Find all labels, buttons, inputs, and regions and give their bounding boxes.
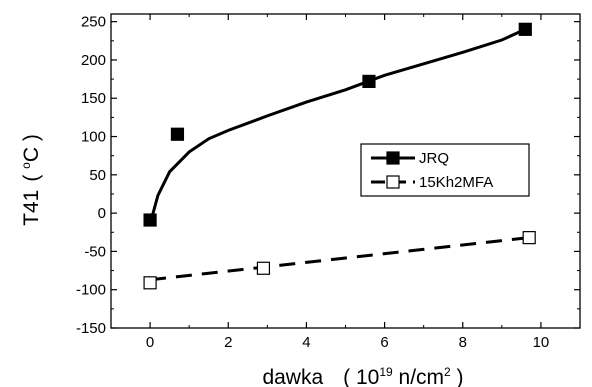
y-tick-label: -150 xyxy=(76,320,106,337)
y-axis-label: T41( oC ) xyxy=(19,134,43,226)
y-tick-label: 100 xyxy=(81,129,106,146)
data-point-series-2 xyxy=(523,232,535,244)
y-tick-label: 50 xyxy=(89,167,106,184)
data-point-series-1 xyxy=(519,23,531,35)
legend-marker-series-2 xyxy=(387,176,399,188)
y-tick-label: 150 xyxy=(81,90,106,107)
fit-line-series-2 xyxy=(150,238,529,280)
y-tick-label: 0 xyxy=(98,205,106,222)
x-tick-label: 2 xyxy=(224,334,232,351)
data-point-series-1 xyxy=(144,214,156,226)
legend: JRQ 15Kh2MFA xyxy=(361,144,529,196)
data-point-series-1 xyxy=(363,75,375,87)
x-axis-label: dawka( 1019 n/cm2 ) xyxy=(262,365,463,387)
x-tick-label: 10 xyxy=(533,334,550,351)
data-point-series-2 xyxy=(257,262,269,274)
y-tick-label: -100 xyxy=(76,282,106,299)
y-tick-label: 250 xyxy=(81,14,106,31)
y-tick-label: 200 xyxy=(81,52,106,69)
x-tick-label: 0 xyxy=(146,334,154,351)
x-tick-label: 4 xyxy=(302,334,310,351)
data-point-series-2 xyxy=(144,277,156,289)
legend-label-series-1: JRQ xyxy=(419,150,449,167)
x-tick-label: 6 xyxy=(380,334,388,351)
x-tick-label: 8 xyxy=(459,334,467,351)
legend-label-series-2: 15Kh2MFA xyxy=(419,174,493,191)
legend-marker-series-1 xyxy=(387,152,399,164)
data-point-series-1 xyxy=(171,128,183,140)
y-tick-label: -50 xyxy=(84,243,106,260)
